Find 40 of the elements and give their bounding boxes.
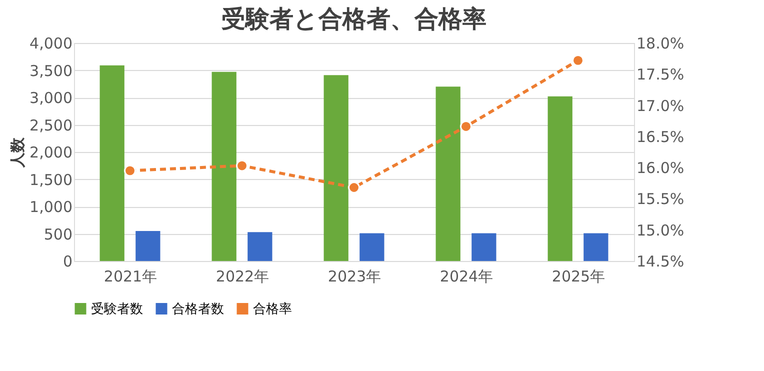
bar	[548, 96, 572, 261]
y2-tick-label: 15.5%	[636, 190, 684, 208]
y-tick-label: 0	[62, 252, 72, 270]
y-axis-title: 人数	[8, 136, 27, 168]
legend-label: 合格者数	[172, 302, 224, 317]
point	[348, 182, 360, 194]
x-tick-label: 2023年	[328, 268, 382, 286]
legend-label: 合格率	[253, 300, 292, 317]
y-tick-label: 3,500	[30, 62, 72, 80]
bar	[584, 233, 608, 261]
y2-tick-label: 16.0%	[636, 159, 684, 178]
chart-title: 受験者と合格者、合格率	[222, 5, 486, 33]
y2-tick-label: 14.5%	[636, 252, 684, 270]
y-tick-label: 1,500	[30, 170, 72, 189]
y-tick-label: 500	[44, 225, 72, 244]
bar	[248, 232, 272, 261]
y2-tick-label: 16.5%	[636, 128, 684, 146]
y-tick-label: 2,000	[30, 144, 72, 162]
point	[124, 164, 136, 177]
point	[236, 160, 248, 172]
x-tick-label: 2025年	[552, 268, 606, 286]
x-tick-label: 2024年	[440, 268, 494, 286]
x-tick-label: 2022年	[216, 268, 270, 286]
y2-tick-label: 18.0%	[636, 34, 684, 52]
bar	[212, 72, 236, 261]
bar	[324, 75, 348, 261]
y-tick-label: 4,000	[30, 34, 72, 52]
y-tick-label: 1,000	[30, 198, 72, 216]
bar	[100, 65, 124, 261]
y2-tick-label: 17.0%	[636, 96, 684, 115]
y2-tick-label: 15.0%	[636, 221, 684, 240]
y2-tick-label: 17.5%	[636, 66, 684, 84]
y-tick-label: 3,000	[30, 89, 72, 107]
bar	[436, 86, 460, 261]
x-tick-label: 2021年	[104, 268, 158, 286]
bar	[136, 231, 160, 261]
bar	[360, 233, 384, 261]
bar	[472, 233, 496, 261]
y-tick-label: 2,500	[30, 116, 72, 134]
legend-label: 受験者数	[91, 302, 143, 317]
